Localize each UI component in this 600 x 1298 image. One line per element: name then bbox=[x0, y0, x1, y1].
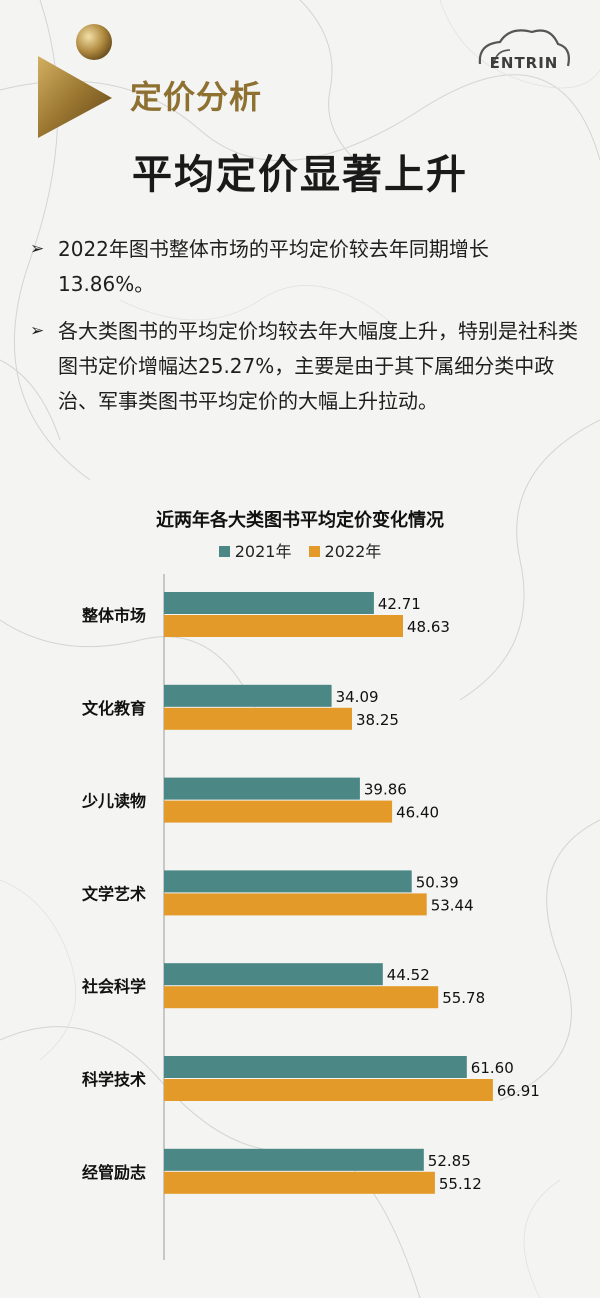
chart-legend: 2021年 2022年 bbox=[0, 538, 600, 562]
bullet-item: ➢ 各大类图书的平均定价均较去年大幅度上升，特别是社科类图书定价增幅达25.27… bbox=[30, 314, 578, 419]
category-label: 经管励志 bbox=[82, 1163, 146, 1182]
chart-title: 近两年各大类图书平均定价变化情况 bbox=[156, 510, 444, 531]
bar-2021 bbox=[164, 1148, 424, 1171]
bar-chart: 整体市场 42.71 48.63 文化教育 34.09 38.25 少儿读物 39.86 46.… bbox=[81, 574, 540, 1260]
category-label: 文化教育 bbox=[82, 699, 146, 718]
data-label: 42.71 bbox=[378, 595, 421, 613]
data-label: 38.25 bbox=[356, 711, 399, 729]
bar-2022 bbox=[164, 1079, 493, 1101]
category-label: 少儿读物 bbox=[81, 792, 146, 811]
bar-2021 bbox=[164, 1056, 467, 1078]
bar-2021 bbox=[164, 592, 374, 614]
entrin-logo bbox=[478, 29, 570, 67]
legend-item-2021: 2021年 bbox=[218, 538, 292, 562]
category-label: 社会科学 bbox=[81, 977, 146, 996]
arrow-bullet-icon: ➢ bbox=[30, 239, 45, 259]
legend-label-2021: 2021年 bbox=[234, 542, 292, 561]
data-label: 44.52 bbox=[387, 966, 430, 984]
section-title: 定价分析 bbox=[130, 78, 263, 116]
legend-item-2022: 2022年 bbox=[308, 538, 382, 562]
bar-2022 bbox=[164, 1171, 435, 1194]
bar-2021 bbox=[164, 777, 360, 800]
bar-2022 bbox=[164, 615, 403, 637]
data-label: 39.86 bbox=[364, 781, 407, 799]
data-label: 34.09 bbox=[336, 688, 379, 706]
category-label: 文学艺术 bbox=[82, 884, 146, 903]
bar-2022 bbox=[164, 893, 427, 916]
data-label: 61.60 bbox=[471, 1059, 514, 1077]
legend-label-2022: 2022年 bbox=[324, 542, 382, 561]
legend-swatch-2022 bbox=[308, 546, 320, 557]
bullet-item: ➢ 2022年图书整体市场的平均定价较去年同期增长13.86%。 bbox=[30, 232, 578, 302]
category-label: 整体市场 bbox=[81, 606, 146, 625]
arrow-bullet-icon: ➢ bbox=[30, 321, 45, 341]
data-label: 66.91 bbox=[497, 1082, 540, 1100]
gold-decoration bbox=[38, 24, 112, 138]
page-title: 平均定价显著上升 bbox=[132, 152, 468, 198]
category-label: 科学技术 bbox=[82, 1070, 146, 1089]
bar-2022 bbox=[164, 707, 352, 730]
data-label: 46.40 bbox=[396, 804, 439, 822]
bar-2021 bbox=[164, 963, 383, 986]
bullet-text: 2022年图书整体市场的平均定价较去年同期增长13.86%。 bbox=[58, 237, 489, 296]
data-label: 50.39 bbox=[416, 873, 459, 891]
bullet-text: 各大类图书的平均定价均较去年大幅度上升，特别是社科类图书定价增幅达25.27%，… bbox=[58, 319, 578, 413]
bar-2022 bbox=[164, 800, 393, 823]
data-label: 55.78 bbox=[442, 989, 485, 1007]
bar-2022 bbox=[164, 986, 439, 1009]
data-label: 55.12 bbox=[439, 1175, 482, 1193]
logo-text: ENTRIN bbox=[489, 54, 559, 72]
data-label: 48.63 bbox=[407, 618, 450, 636]
data-label: 52.85 bbox=[428, 1152, 471, 1170]
bar-2021 bbox=[164, 684, 332, 707]
legend-swatch-2021 bbox=[218, 546, 230, 557]
data-label: 53.44 bbox=[431, 896, 474, 914]
bar-2021 bbox=[164, 870, 412, 893]
